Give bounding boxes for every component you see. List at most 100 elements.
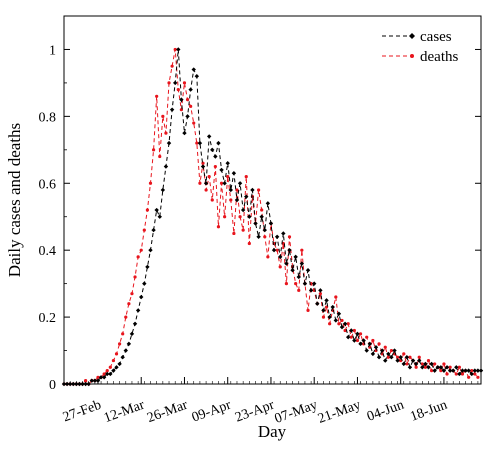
point-cases [410, 358, 416, 363]
point-cases [327, 314, 332, 320]
point-cases [475, 368, 481, 373]
point-deaths [433, 362, 437, 366]
y-tick-label: 0.8 [39, 110, 57, 125]
point-cases [92, 378, 98, 383]
point-cases [404, 355, 410, 360]
point-deaths [337, 322, 341, 326]
point-deaths [127, 302, 131, 306]
point-deaths [241, 228, 245, 232]
point-cases [302, 281, 308, 286]
series-line-deaths [64, 49, 479, 385]
point-cases [268, 221, 274, 226]
point-deaths [414, 365, 418, 369]
point-deaths [204, 188, 208, 192]
point-deaths [195, 141, 199, 145]
point-deaths [426, 358, 431, 363]
point-cases [305, 268, 311, 273]
point-cases [111, 368, 116, 373]
point-cases [401, 361, 406, 367]
point-deaths [284, 282, 288, 286]
point-cases [194, 74, 200, 79]
point-deaths [216, 225, 221, 229]
point-deaths [148, 181, 153, 185]
point-deaths [448, 365, 452, 369]
x-tick-label: 04-Jun [365, 398, 406, 425]
point-cases [210, 147, 215, 153]
point-cases [145, 264, 150, 270]
point-cases [389, 355, 394, 360]
point-deaths [173, 47, 177, 52]
point-cases [432, 368, 437, 373]
point-cases [395, 358, 400, 363]
point-deaths [136, 255, 140, 259]
legend-label-deaths: deaths [420, 49, 458, 65]
point-cases [463, 368, 468, 373]
point-cases [259, 214, 264, 219]
point-cases [376, 355, 382, 360]
point-deaths [454, 372, 458, 376]
point-cases [176, 47, 181, 52]
point-deaths [408, 355, 412, 359]
point-cases [250, 187, 255, 193]
x-tick-label: 12-Mar [102, 398, 147, 427]
point-deaths [377, 342, 381, 346]
point-cases [256, 234, 261, 239]
point-cases [114, 365, 119, 370]
point-cases [139, 294, 144, 300]
point-cases [398, 355, 403, 360]
point-cases [154, 207, 159, 213]
point-cases [253, 221, 258, 226]
point-cases [321, 308, 326, 313]
point-deaths [473, 372, 477, 376]
y-tick-label: 0 [49, 378, 56, 393]
point-deaths [260, 208, 264, 212]
point-cases [231, 171, 237, 176]
point-cases [216, 140, 221, 146]
point-deaths [352, 328, 356, 333]
point-deaths [121, 332, 125, 336]
point-cases [290, 268, 295, 273]
point-deaths [386, 355, 390, 359]
point-cases [324, 298, 329, 303]
point-deaths [213, 164, 217, 169]
legend-label-cases: cases [420, 29, 452, 45]
series-deaths [62, 47, 480, 386]
point-cases [80, 381, 85, 387]
point-cases [379, 348, 385, 353]
x-tick-label: 21-May [316, 398, 363, 427]
point-cases [169, 107, 175, 112]
point-deaths [189, 104, 193, 108]
y-axis-ticks: 0 0.2 0.4 0.6 0.8 1 [39, 15, 481, 393]
point-cases [370, 351, 376, 357]
y-tick-label: 0.6 [39, 177, 57, 192]
point-cases [345, 334, 351, 340]
point-deaths [219, 181, 224, 185]
point-cases [197, 140, 203, 146]
point-cases [95, 378, 101, 383]
point-cases [469, 371, 474, 377]
point-cases [262, 227, 267, 233]
point-deaths [105, 369, 109, 373]
point-cases [355, 331, 360, 337]
point-cases [129, 331, 135, 337]
point-deaths [102, 372, 106, 376]
point-cases [247, 214, 252, 219]
x-tick-label: 18-Jun [408, 398, 449, 425]
point-deaths [297, 288, 301, 292]
point-deaths [346, 322, 350, 326]
point-deaths [334, 295, 338, 299]
point-cases [157, 214, 162, 219]
point-cases [64, 381, 70, 387]
point-deaths [340, 318, 344, 323]
point-deaths [111, 358, 116, 363]
point-cases [349, 328, 354, 333]
point-deaths [161, 114, 165, 118]
point-deaths [442, 362, 446, 366]
point-cases [426, 365, 431, 370]
point-cases [101, 375, 107, 380]
point-deaths [318, 292, 322, 296]
point-deaths [108, 365, 112, 369]
point-cases [200, 164, 206, 169]
point-cases [148, 247, 153, 253]
point-deaths [423, 365, 427, 369]
